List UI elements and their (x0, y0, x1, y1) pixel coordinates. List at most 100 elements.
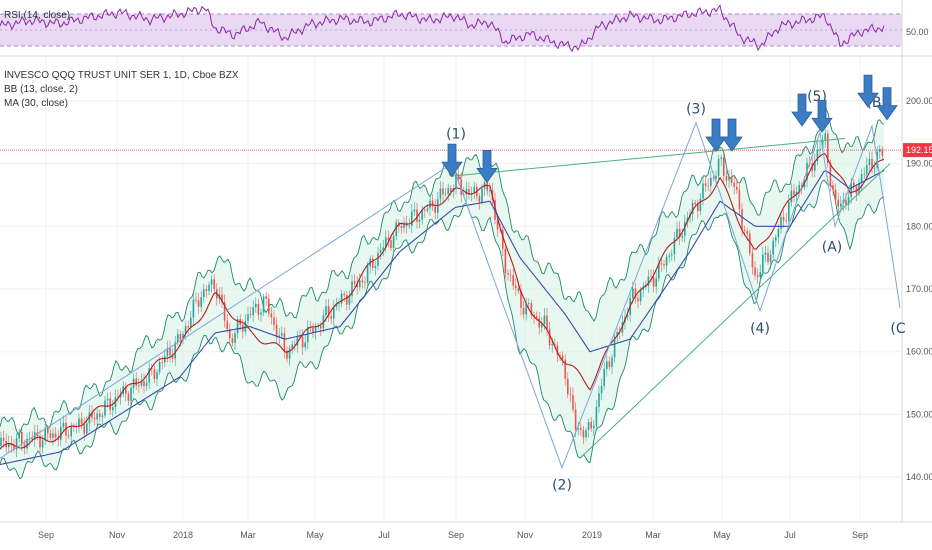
candle-body (112, 407, 114, 411)
bb-legend[interactable]: BB (13, close, 2) (4, 84, 78, 95)
candle-body (447, 188, 449, 194)
candle-body (278, 335, 280, 338)
candle-body (756, 275, 759, 277)
candle-body (442, 188, 444, 195)
price-axis-tick: 180.00 (906, 221, 932, 231)
candle-body (249, 314, 252, 315)
candle-body (153, 368, 156, 379)
current-price-tag: 192.15 (903, 143, 932, 158)
candle-body (814, 161, 816, 171)
candle-body (582, 429, 585, 438)
candle-body (564, 359, 566, 379)
candle-body (164, 356, 166, 363)
candle-body (353, 281, 356, 284)
candle-body (832, 185, 834, 190)
rsi-axis-tick: 50.00 (906, 27, 929, 37)
candle-body (294, 344, 296, 346)
candle-body (473, 186, 475, 193)
down-arrow-icon (876, 87, 898, 121)
candle-body (715, 175, 717, 179)
symbol-title[interactable]: INVESCO QQQ TRUST UNIT SER 1, 1D, Cboe B… (4, 70, 239, 81)
candle-body (213, 279, 215, 290)
candle-body (717, 158, 720, 176)
candle-body (229, 329, 231, 339)
candle-body (668, 255, 670, 257)
price-axis-tick: 150.00 (906, 409, 932, 419)
time-axis-tick: 2018 (173, 530, 193, 540)
candle-body (704, 183, 707, 186)
candle-body (138, 385, 140, 387)
candle-body (767, 252, 769, 262)
candle-body (548, 329, 551, 346)
wave-label: (1) (446, 127, 466, 143)
candle-body (665, 256, 668, 266)
candle-body (268, 298, 270, 314)
candle-body (468, 189, 470, 195)
candle-body (489, 190, 491, 191)
bb-lower-line (0, 179, 885, 480)
candle-body (702, 183, 704, 199)
candle-body (842, 200, 845, 204)
candle-body (244, 321, 247, 332)
wave-label: (3) (686, 101, 706, 117)
candle-body (751, 253, 754, 268)
current-price-tag-bg (903, 143, 932, 158)
candle-body (725, 175, 728, 181)
candle-body (746, 230, 748, 234)
price-axis-tick: 200.00 (906, 96, 932, 106)
candle-body (845, 200, 847, 205)
time-axis-tick: May (713, 530, 731, 540)
candle-body (694, 202, 696, 205)
time-axis-tick: Jul (378, 530, 390, 540)
candle-body (759, 272, 761, 277)
candle-body (663, 264, 665, 266)
candle-body (580, 428, 582, 430)
candle-body (426, 208, 429, 211)
candle-body (31, 438, 33, 440)
candle-body (431, 200, 434, 207)
candle-body (54, 433, 57, 438)
candle-body (372, 258, 374, 269)
candle-body (546, 315, 548, 330)
candle-body (559, 355, 561, 356)
candle-body (816, 149, 819, 162)
candle-body (608, 361, 611, 368)
candle-body (13, 445, 15, 450)
candle-body (660, 263, 663, 265)
candle-body (647, 276, 650, 286)
candle-body (80, 418, 83, 425)
candle-body (455, 174, 457, 189)
candle-body (827, 133, 829, 163)
candle-body (364, 282, 366, 283)
candle-body (457, 174, 460, 180)
candle-body (879, 149, 881, 152)
candle-body (99, 413, 101, 417)
candle-body (119, 394, 122, 398)
wave-label: (C (890, 321, 905, 337)
candle-body (283, 333, 286, 351)
candle-body (179, 334, 182, 340)
candle-body (598, 393, 600, 407)
candle-body (619, 332, 621, 333)
bb-basis-line (0, 152, 885, 450)
candle-body (775, 237, 777, 241)
candle-body (70, 426, 72, 437)
candle-body (465, 189, 468, 195)
down-arrow-icon (811, 99, 833, 133)
time-axis-tick: Nov (517, 530, 534, 540)
candle-body (613, 336, 616, 358)
candle-body (184, 326, 187, 334)
rsi-legend[interactable]: RSI (14, close) (4, 10, 71, 21)
candle-body (361, 280, 364, 283)
time-axis-tick: Nov (109, 530, 126, 540)
ma-legend[interactable]: MA (30, close) (4, 98, 68, 109)
price-axis-tick: 160.00 (906, 347, 932, 357)
candle-body (210, 279, 213, 285)
candle-body (840, 203, 842, 207)
candle-body (307, 327, 309, 343)
candle-body (777, 228, 780, 238)
candle-body (8, 443, 10, 448)
candle-body (606, 361, 608, 369)
